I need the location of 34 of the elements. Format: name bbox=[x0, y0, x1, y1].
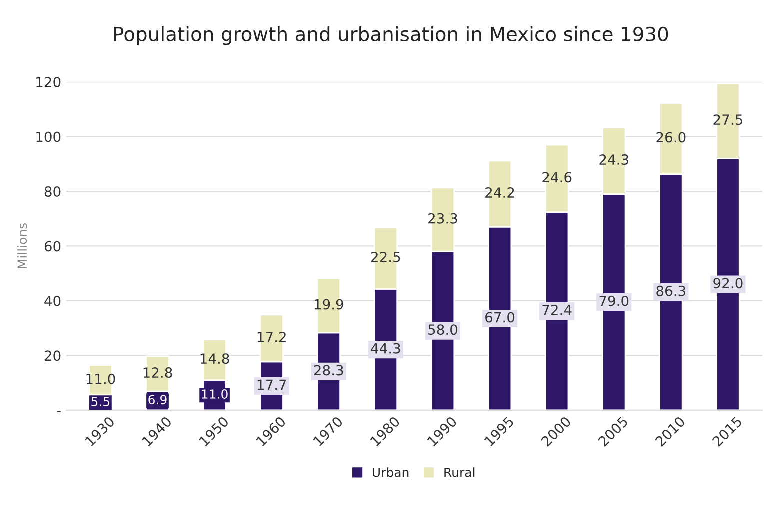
data-label: 86.3 bbox=[656, 286, 686, 296]
data-label: 17.2 bbox=[258, 332, 286, 342]
data-label: 22.5 bbox=[371, 252, 400, 262]
data-label: 24.2 bbox=[486, 188, 514, 198]
data-label: 23.3 bbox=[428, 213, 458, 224]
data-label: 79.0 bbox=[600, 296, 629, 306]
data-label: 6.9 bbox=[148, 395, 167, 405]
data-label: 14.8 bbox=[200, 354, 230, 364]
chart-title: Population growth and urbanisation in Mexico since 1930 bbox=[114, 26, 668, 46]
y-tick-label: 40 bbox=[44, 296, 61, 306]
data-label: 17.7 bbox=[258, 380, 286, 390]
legend-label: Rural bbox=[444, 468, 475, 478]
y-tick-label: 60 bbox=[44, 241, 61, 252]
data-label: 44.3 bbox=[371, 343, 400, 354]
y-tick-label: 20 bbox=[44, 350, 61, 362]
data-label: 92.0 bbox=[714, 278, 743, 289]
legend-label: Urban bbox=[372, 468, 409, 478]
y-tick-label: 120 bbox=[36, 77, 61, 88]
data-label: 72.4 bbox=[542, 304, 572, 316]
y-tick-label: 100 bbox=[36, 132, 61, 142]
data-label: 24.6 bbox=[542, 172, 572, 183]
data-label: 12.8 bbox=[144, 368, 172, 378]
data-label: 27.5 bbox=[714, 114, 742, 126]
data-label: 11.0 bbox=[86, 374, 116, 384]
y-tick-label: 80 bbox=[44, 186, 61, 197]
data-label: 67.0 bbox=[486, 312, 515, 323]
data-label: 58.0 bbox=[428, 324, 458, 336]
data-label: 19.9 bbox=[314, 299, 344, 310]
data-label: 26.0 bbox=[656, 132, 686, 143]
data-label: 28.3 bbox=[314, 365, 344, 376]
data-label: 5.5 bbox=[92, 397, 110, 407]
data-label: 24.3 bbox=[600, 154, 628, 166]
y-tick-label: - bbox=[57, 411, 61, 412]
y-axis-title: Millions bbox=[17, 223, 28, 268]
